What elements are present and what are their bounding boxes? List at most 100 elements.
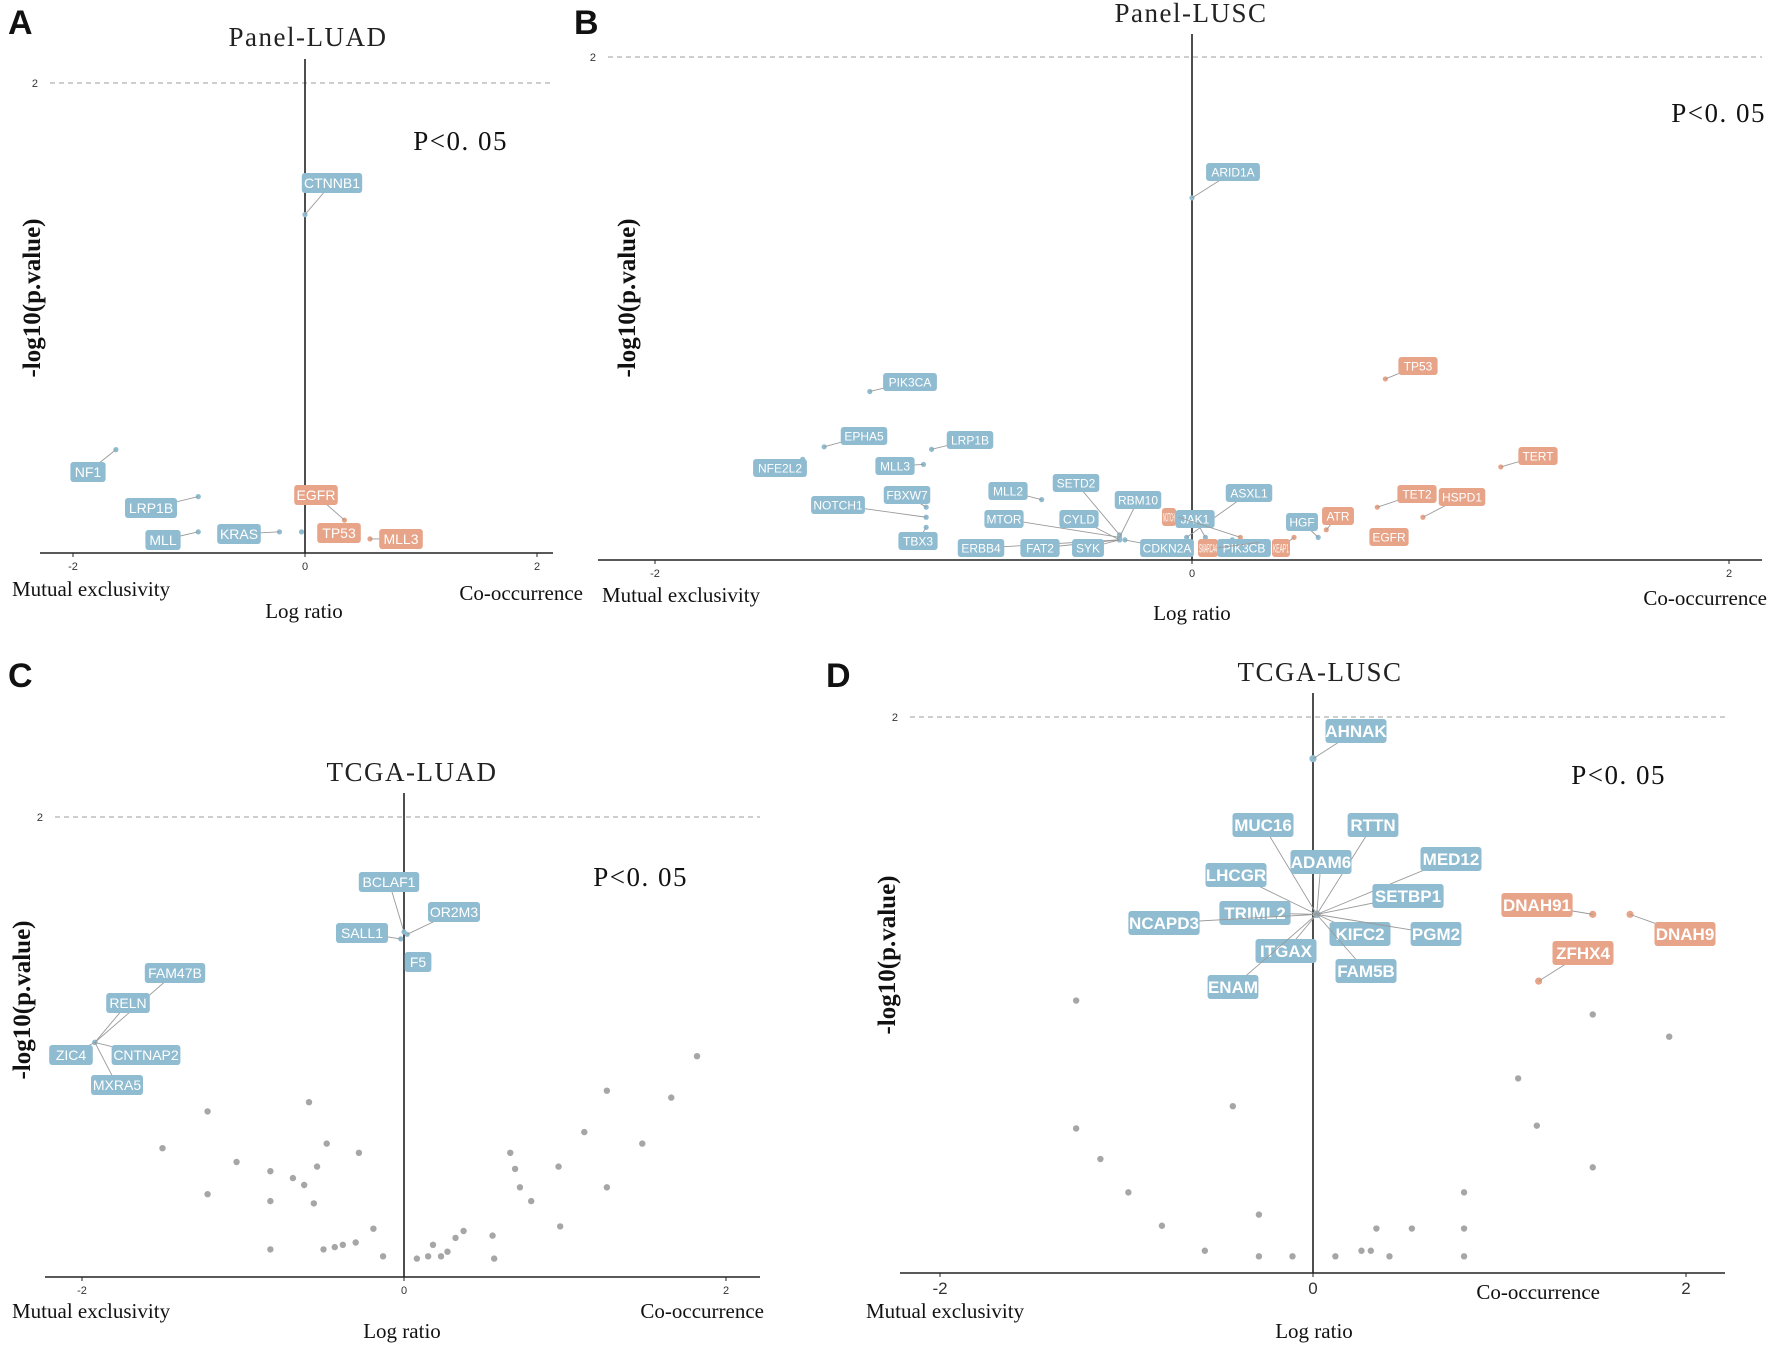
gene-label-zic4: ZIC4 [56, 1047, 87, 1063]
label-box-cntnap2 [111, 1045, 181, 1065]
label-box-mll2 [988, 482, 1028, 500]
label-box-asxl1 [1225, 484, 1273, 502]
label-box-nf1 [70, 462, 106, 482]
label-box-or2m3 [428, 902, 480, 922]
gene-label-ahnak: AHNAK [1325, 722, 1387, 741]
x-tick-label: 0 [302, 561, 308, 573]
y-axis-label: -log10(p.value) [19, 218, 46, 377]
data-points [92, 929, 701, 1262]
point-nonsignificant [1386, 1253, 1393, 1260]
label-box-mtor [984, 510, 1024, 528]
point-nonsignificant [300, 1181, 308, 1189]
gene-label-dnah91: DNAH91 [1503, 896, 1571, 915]
co-occurrence-label: Co-occurrence [1476, 1280, 1600, 1304]
point-nonsignificant [693, 1053, 701, 1060]
point-nonsignificant [516, 1184, 524, 1191]
gene-label-bclaf1: BCLAF1 [363, 874, 416, 890]
point-nonsignificant [233, 1158, 240, 1166]
label-box-hgf [1286, 513, 1318, 531]
gene-labels: NF1 LRP1B MLL KRAS CTNNB1 EGFR TP53 MLL3 [70, 173, 423, 550]
gene-label-lrp1b: LRP1B [129, 500, 173, 516]
label-box-pgm2 [1410, 922, 1462, 946]
point-nonsignificant [527, 1197, 535, 1205]
panel-letter-d: D [826, 657, 851, 695]
chart-title: Panel-LUSC [1115, 0, 1268, 28]
pvalue-annotation: P<0. 05 [1671, 98, 1766, 128]
label-box-reln [106, 993, 150, 1013]
y-axis-label: -log10(p.value) [9, 920, 36, 1079]
gene-label-fam47b: FAM47B [148, 965, 202, 981]
point-nonsignificant [413, 1255, 421, 1262]
point-nonsignificant [639, 1140, 646, 1147]
point-nonsignificant [507, 1149, 514, 1157]
gene-label-pik3cb: PIK3CB [1223, 541, 1266, 555]
label-box-muc16 [1232, 813, 1294, 837]
label-box-hspd1 [1438, 488, 1486, 506]
point-nonsignificant [1201, 1247, 1209, 1254]
gene-label-mll3: MLL3 [383, 531, 418, 547]
gene-label-fbxw7: FBXW7 [886, 488, 928, 502]
point-nonsignificant [1358, 1247, 1365, 1254]
label-box-sall1 [336, 923, 388, 943]
point-nonsignificant [555, 1163, 562, 1170]
label-box-fam47b [144, 963, 206, 983]
gene-label-erbb4: ERBB4 [961, 541, 1001, 555]
label-box-lrp1b [946, 431, 994, 449]
gene-label-mll: MLL [149, 532, 176, 548]
gene-label-rttn: RTTN [1350, 816, 1395, 835]
x-tick-label: 0 [401, 1285, 407, 1297]
label-box-tp53 [317, 523, 361, 543]
panel-a: A Panel-LUAD 2 -2 0 2 -log10(p.value) P<0. 05 Mu… [8, 4, 583, 623]
gene-label-sall1: SALL1 [341, 925, 383, 941]
mutual-exclusivity-label: Mutual exclusivity [602, 583, 761, 607]
gene-label-mll2: MLL2 [993, 484, 1023, 498]
y-tick-label: 2 [37, 812, 43, 824]
gene-label-mll3: MLL3 [880, 459, 910, 473]
point-nonsignificant [1589, 1164, 1596, 1171]
gene-label-hgf: HGF [1289, 515, 1314, 529]
label-box-erbb4 [957, 539, 1005, 557]
label-box-fbxw7 [883, 486, 931, 504]
x-tick-label: 2 [723, 1285, 729, 1297]
label-box-fat2 [1020, 539, 1060, 557]
gene-label-egfr: EGFR [297, 487, 336, 503]
point-nonsignificant [267, 1246, 274, 1253]
gene-label-cdkn2a: CDKN2A [1143, 541, 1192, 555]
label-box-egfr [294, 485, 338, 505]
y-axis-label: -log10(p.value) [874, 875, 901, 1034]
co-occurrence-label: Co-occurrence [459, 581, 583, 605]
point-nonsignificant [320, 1246, 327, 1253]
panel-c: C TCGA-LUAD 2 -2 0 2 -log10(p.value) P<0. 05 Mut… [8, 657, 764, 1343]
point-nonsignificant [159, 1145, 166, 1152]
panel-d: D TCGA-LUSC 2 -2 0 2 -log10(p.value) P<0. 05 Mut… [826, 657, 1725, 1343]
gene-label-tet2: TET2 [1402, 487, 1432, 501]
point-nonsignificant [1158, 1222, 1166, 1229]
x-tick-label: 0 [1189, 568, 1195, 580]
gene-label-syk: SYK [1076, 541, 1100, 555]
point-nonsignificant [313, 1163, 321, 1170]
point-nonsignificant [267, 1168, 274, 1175]
label-box-ncapd3 [1128, 911, 1200, 935]
y-axis-label: -log10(p.value) [614, 218, 641, 377]
gene-label-tert: TERT [1522, 449, 1554, 463]
point-nonsignificant [444, 1248, 451, 1255]
x-axis-label: Log ratio [265, 599, 343, 623]
label-box-ctnnb1 [301, 173, 363, 193]
label-box-enam [1207, 975, 1259, 999]
label-box-arid1a [1206, 163, 1260, 181]
point-nonsignificant [424, 1253, 432, 1260]
label-box-dnah91 [1501, 893, 1573, 917]
gene-labels: AHNAK MUC16 RTTN ADAM6 LHCGR MED12 SETBP1 TRIML… [1128, 719, 1716, 999]
gene-label-lrp1b: LRP1B [951, 433, 989, 447]
label-box-mll [145, 530, 181, 550]
gene-label-or2m3: OR2M3 [430, 904, 478, 920]
label-box-adam6 [1290, 850, 1352, 874]
gene-label-itgax: ITGAX [1260, 942, 1313, 961]
chart-title: Panel-LUAD [229, 22, 388, 52]
gene-label-notch: NOTCH [1163, 510, 1175, 524]
gene-label-tbx3: TBX3 [903, 534, 933, 548]
gene-label-muc16: MUC16 [1234, 816, 1292, 835]
label-box-syk [1072, 539, 1104, 557]
